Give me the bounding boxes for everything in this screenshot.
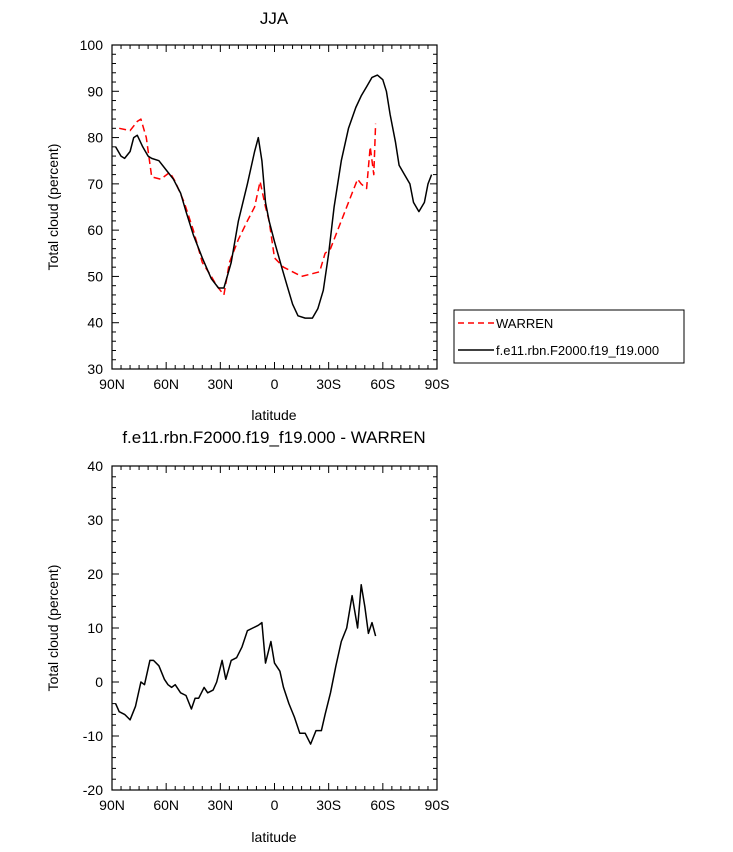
- legend-warren-label: WARREN: [496, 316, 553, 331]
- legend-model-label: f.e11.rbn.F2000.f19_f19.000: [496, 343, 659, 358]
- legend: WARREN f.e11.rbn.F2000.f19_f19.000: [453, 309, 685, 364]
- bottom-ytick-label: 30: [87, 512, 103, 528]
- bottom-chart-ticks: 90N 60N 30N 0 30S 60S 90S -20 -10 0 10 20 30 40: [83, 458, 450, 813]
- bottom-xtick-label: 0: [271, 797, 279, 813]
- top-xtick-label: 90S: [425, 376, 450, 392]
- top-ytick-label: 40: [87, 315, 103, 331]
- bottom-xtick-label: 30N: [207, 797, 233, 813]
- top-xtick-label: 30N: [207, 376, 233, 392]
- top-chart-ylabel: Total cloud (percent): [45, 144, 61, 271]
- top-ytick-label: 70: [87, 176, 103, 192]
- bottom-ytick-label: -10: [83, 728, 103, 744]
- bottom-ytick-label: 0: [95, 674, 103, 690]
- bottom-ytick-label: 10: [87, 620, 103, 636]
- top-ytick-label: 30: [87, 361, 103, 377]
- top-xtick-label: 30S: [316, 376, 341, 392]
- top-chart-title: JJA: [260, 9, 289, 28]
- top-ytick-label: 80: [87, 130, 103, 146]
- bottom-xtick-label: 90S: [425, 797, 450, 813]
- top-ytick-label: 100: [80, 37, 104, 53]
- bottom-chart-frame: [111, 465, 438, 791]
- top-xtick-label: 60S: [370, 376, 395, 392]
- bottom-xtick-label: 30S: [316, 797, 341, 813]
- legend-box: [453, 309, 685, 364]
- top-panel: JJA 90N 60N 30N 0 30S 60S 90S 30 40 50 60 70 80 90 100…: [45, 9, 449, 423]
- top-chart-frame: [111, 44, 438, 370]
- bottom-chart-xlabel: latitude: [251, 829, 296, 845]
- bottom-xtick-label: 60S: [370, 797, 395, 813]
- bottom-chart-series: [114, 584, 377, 745]
- bottom-xtick-label: 60N: [153, 797, 179, 813]
- bottom-ytick-label: -20: [83, 782, 103, 798]
- top-xtick-label: 90N: [99, 376, 125, 392]
- bottom-chart-ylabel: Total cloud (percent): [45, 565, 61, 692]
- bottom-xtick-label: 90N: [99, 797, 125, 813]
- top-series-warren-line: [119, 118, 377, 296]
- top-series-f-e11-rbn-f2000-f19-f19-000-line: [114, 74, 433, 319]
- top-ytick-label: 50: [87, 268, 103, 284]
- top-xtick-label: 0: [271, 376, 279, 392]
- top-chart-series: [114, 74, 433, 319]
- top-chart-xlabel: latitude: [251, 407, 296, 423]
- top-ytick-label: 60: [87, 222, 103, 238]
- top-chart-ticks: 90N 60N 30N 0 30S 60S 90S 30 40 50 60 70 80 90 100: [80, 37, 450, 392]
- bottom-ytick-label: 20: [87, 566, 103, 582]
- bottom-chart-title: f.e11.rbn.F2000.f19_f19.000 - WARREN: [122, 428, 425, 447]
- bottom-panel: f.e11.rbn.F2000.f19_f19.000 - WARREN 90N…: [45, 428, 449, 845]
- top-xtick-label: 60N: [153, 376, 179, 392]
- bottom-series-difference-line: [114, 584, 377, 745]
- top-ytick-label: 90: [87, 83, 103, 99]
- bottom-ytick-label: 40: [87, 458, 103, 474]
